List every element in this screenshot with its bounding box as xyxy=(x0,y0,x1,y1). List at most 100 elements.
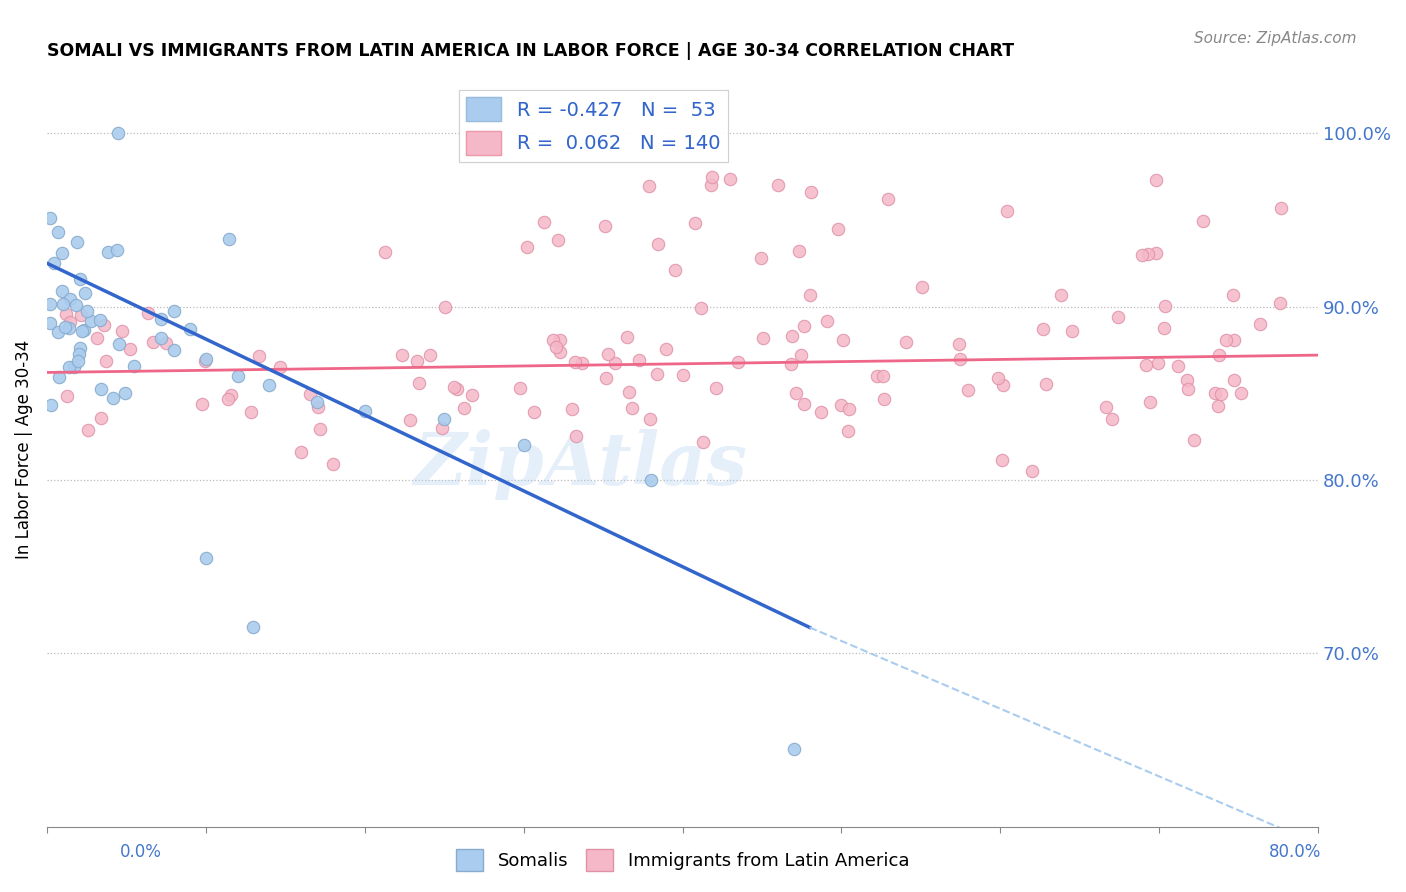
Point xyxy=(800,186,823,200)
Point xyxy=(837,424,859,438)
Point xyxy=(1095,401,1118,415)
Point xyxy=(226,368,249,383)
Text: 0.0%: 0.0% xyxy=(120,843,162,861)
Point xyxy=(815,314,838,328)
Point xyxy=(595,371,617,385)
Point xyxy=(51,245,73,260)
Point xyxy=(322,457,344,471)
Point xyxy=(114,386,136,401)
Point xyxy=(101,391,124,405)
Point xyxy=(877,192,900,206)
Point xyxy=(1204,386,1226,401)
Point xyxy=(105,244,128,258)
Point xyxy=(97,244,120,259)
Point xyxy=(561,402,583,417)
Point xyxy=(307,401,329,415)
Point xyxy=(90,410,112,425)
Point xyxy=(603,356,626,370)
Point xyxy=(1215,333,1237,347)
Point xyxy=(749,251,772,265)
Point xyxy=(240,405,263,419)
Point xyxy=(799,287,821,301)
Point xyxy=(509,381,531,395)
Point xyxy=(249,349,271,363)
Point xyxy=(621,401,644,415)
Point xyxy=(1270,201,1292,215)
Point xyxy=(111,324,134,338)
Point xyxy=(873,392,896,406)
Point xyxy=(1146,356,1168,370)
Point xyxy=(1208,348,1230,362)
Point xyxy=(89,312,111,326)
Point xyxy=(700,178,723,192)
Point xyxy=(533,215,555,229)
Point xyxy=(727,355,749,369)
Point xyxy=(1130,248,1153,262)
Point xyxy=(48,370,70,384)
Point xyxy=(108,337,131,351)
Point xyxy=(1031,322,1053,336)
Point xyxy=(547,233,569,247)
Point xyxy=(911,280,934,294)
Point xyxy=(1101,412,1123,426)
Point xyxy=(194,351,217,366)
Point xyxy=(780,329,803,343)
Point xyxy=(628,353,651,368)
Point xyxy=(309,422,332,436)
Point xyxy=(780,357,803,371)
Point xyxy=(991,378,1014,392)
Point xyxy=(66,235,89,249)
Point xyxy=(838,402,860,417)
Point xyxy=(1222,288,1244,302)
Point xyxy=(704,381,727,395)
Point xyxy=(1139,395,1161,409)
Point xyxy=(63,360,86,375)
Point xyxy=(433,301,456,315)
Point xyxy=(1222,333,1244,347)
Point xyxy=(218,232,240,246)
Point xyxy=(1182,433,1205,447)
Point xyxy=(1191,214,1213,228)
Point xyxy=(654,342,676,356)
Point xyxy=(596,347,619,361)
Text: ZipAtlas: ZipAtlas xyxy=(413,429,748,500)
Point xyxy=(90,382,112,396)
Text: 80.0%: 80.0% xyxy=(1270,843,1322,861)
Point xyxy=(430,421,453,435)
Point xyxy=(53,320,76,334)
Point xyxy=(1135,359,1157,373)
Point xyxy=(69,341,91,355)
Point xyxy=(689,301,711,315)
Point xyxy=(136,306,159,320)
Point xyxy=(619,385,641,400)
Point xyxy=(39,316,62,330)
Point xyxy=(783,741,806,756)
Point xyxy=(55,307,77,321)
Point xyxy=(299,387,322,401)
Point xyxy=(571,356,593,370)
Point xyxy=(831,334,853,348)
Point xyxy=(399,413,422,427)
Point xyxy=(46,225,69,239)
Point xyxy=(259,377,281,392)
Point xyxy=(142,334,165,349)
Point xyxy=(1062,324,1084,338)
Point xyxy=(793,397,815,411)
Point xyxy=(516,240,538,254)
Point xyxy=(1167,359,1189,373)
Point xyxy=(191,397,214,411)
Point xyxy=(523,405,546,419)
Point xyxy=(155,335,177,350)
Point xyxy=(419,348,441,362)
Point xyxy=(1107,310,1129,325)
Point xyxy=(827,222,849,236)
Point xyxy=(894,334,917,349)
Point xyxy=(194,551,217,566)
Point xyxy=(73,322,96,336)
Point xyxy=(810,405,832,419)
Point xyxy=(374,244,396,259)
Point xyxy=(647,237,669,252)
Point xyxy=(93,318,115,332)
Point xyxy=(1229,385,1251,400)
Point xyxy=(94,354,117,368)
